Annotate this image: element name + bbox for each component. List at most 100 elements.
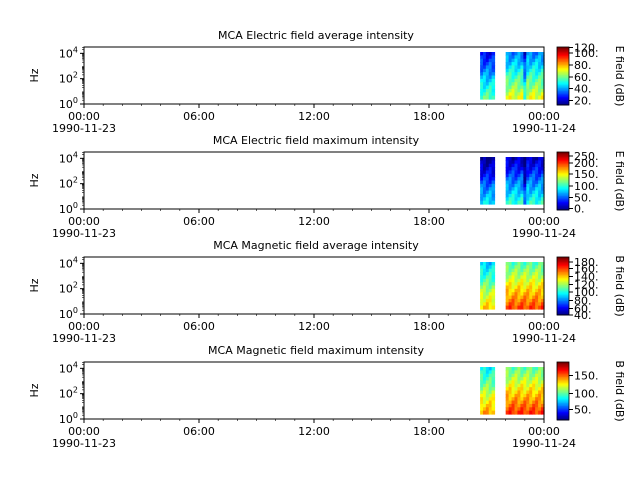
data-cell xyxy=(485,88,490,93)
data-cell xyxy=(532,65,536,70)
data-cell xyxy=(541,380,545,385)
data-cell xyxy=(532,197,536,202)
colorbar-segment xyxy=(557,93,569,96)
data-cell xyxy=(529,72,533,77)
data-cell xyxy=(491,65,496,70)
data-cell xyxy=(511,278,516,283)
data-cell xyxy=(482,288,487,293)
data-cell xyxy=(508,160,513,165)
data-cell xyxy=(505,52,510,56)
data-cell xyxy=(520,88,524,93)
data-cell xyxy=(508,92,513,97)
data-cell xyxy=(485,52,490,56)
data-cell xyxy=(514,393,519,398)
data-cell xyxy=(505,387,510,392)
colorbar-segment xyxy=(557,284,569,287)
data-cell xyxy=(526,82,530,87)
y-tick-label: 102 xyxy=(59,176,78,191)
data-cell xyxy=(523,65,527,70)
colorbar-segment xyxy=(557,77,569,80)
data-cell xyxy=(508,180,513,185)
data-cell xyxy=(541,278,545,283)
data-block xyxy=(480,157,496,205)
data-cell xyxy=(508,403,513,408)
data-cell xyxy=(523,82,527,87)
colorbar-segment xyxy=(557,170,569,173)
data-cell xyxy=(508,200,513,205)
data-cell xyxy=(511,390,516,395)
data-cell xyxy=(488,177,493,182)
data-cell xyxy=(482,403,487,408)
data-cell xyxy=(480,302,484,307)
data-cell xyxy=(535,68,539,73)
data-cell xyxy=(538,177,542,182)
data-cell xyxy=(532,410,536,415)
data-cell xyxy=(511,397,516,402)
data-cell xyxy=(535,265,539,270)
colorbar-segment xyxy=(557,54,569,57)
data-cell xyxy=(482,407,487,412)
data-cell xyxy=(535,95,539,100)
data-cell xyxy=(508,397,513,402)
colorbar-frame xyxy=(556,151,570,211)
colorbar-segment xyxy=(557,313,569,316)
data-cell xyxy=(535,62,539,67)
data-cell xyxy=(535,383,539,388)
colorbar-segment xyxy=(557,58,569,61)
data-cell xyxy=(480,400,484,405)
data-cell xyxy=(488,373,493,378)
colorbar-tick-label: 140. xyxy=(574,271,599,284)
data-cell xyxy=(491,173,496,178)
data-cell xyxy=(491,285,496,290)
data-cell xyxy=(529,387,533,392)
data-cell xyxy=(485,180,490,185)
data-cell xyxy=(532,163,536,168)
data-cell xyxy=(526,268,530,273)
data-cell xyxy=(532,262,536,266)
data-cell xyxy=(514,92,519,97)
colorbar-tick-label: 160. xyxy=(574,263,599,276)
data-cell xyxy=(485,95,490,100)
data-block xyxy=(480,262,496,310)
colorbar-segment xyxy=(557,277,569,280)
colorbar-segment xyxy=(557,300,569,303)
data-cell xyxy=(523,62,527,67)
data-cell xyxy=(482,92,487,97)
data-cell xyxy=(517,278,522,283)
data-cell xyxy=(535,180,539,185)
data-cell xyxy=(491,68,496,73)
data-cell xyxy=(520,167,524,172)
data-cell xyxy=(535,295,539,300)
data-cell xyxy=(514,397,519,402)
data-cell xyxy=(529,177,533,182)
data-cell xyxy=(511,305,516,310)
data-cell xyxy=(488,193,493,198)
colorbar-segment xyxy=(557,264,569,267)
colorbar-segment xyxy=(557,399,569,402)
data-cell xyxy=(508,82,513,87)
y-axis: 100 102 104 xyxy=(59,255,84,321)
data-cell xyxy=(480,180,484,185)
colorbar-segment xyxy=(557,281,569,284)
data-cell xyxy=(514,275,519,280)
data-cell xyxy=(508,167,513,172)
data-cell xyxy=(511,160,516,165)
data-cell xyxy=(517,275,522,280)
data-cell xyxy=(485,197,490,202)
data-cell xyxy=(526,397,530,402)
data-cell xyxy=(529,85,533,90)
colorbar-segment xyxy=(557,48,569,51)
data-cell xyxy=(511,163,516,168)
data-cell xyxy=(526,400,530,405)
data-cell xyxy=(480,85,484,90)
data-cell xyxy=(482,367,487,371)
data-cell xyxy=(538,295,542,300)
colorbar-segment xyxy=(557,208,569,211)
data-cell xyxy=(523,393,527,398)
data-cell xyxy=(523,197,527,202)
colorbar-segment xyxy=(557,299,569,301)
data-cell xyxy=(505,72,510,77)
data-cell xyxy=(532,393,536,398)
data-cell xyxy=(514,75,519,80)
data-cell xyxy=(480,68,484,73)
